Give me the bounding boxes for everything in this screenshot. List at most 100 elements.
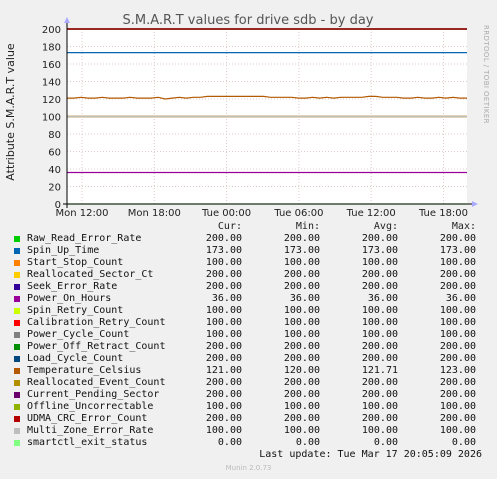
legend-min-value: 100.00 xyxy=(283,305,320,316)
legend-avg-value: 100.00 xyxy=(361,317,398,328)
legend-avg-value: 200.00 xyxy=(361,233,398,244)
legend-series-name: Seek_Error_Rate xyxy=(27,281,118,292)
legend-avg-value: 0.00 xyxy=(373,437,398,448)
legend-avg-value: 173.00 xyxy=(361,245,398,256)
legend-swatch xyxy=(14,404,20,410)
legend-swatch xyxy=(14,284,20,290)
y-tick-label: 0 xyxy=(55,200,61,211)
legend-header-max: Max: xyxy=(451,221,476,232)
legend-avg-value: 200.00 xyxy=(361,341,398,352)
y-tick-label: 200 xyxy=(42,25,61,36)
legend-min-value: 36.00 xyxy=(289,293,320,304)
last-update-text: Last update: Tue Mar 17 20:05:09 2026 xyxy=(259,449,482,460)
munin-version: Munin 2.0.73 xyxy=(225,464,272,472)
legend-row: Spin_Retry_Count 100.00 100.00 100.00 100.00 xyxy=(0,305,497,317)
legend-avg-value: 100.00 xyxy=(361,401,398,412)
legend-swatch xyxy=(14,248,20,254)
legend-cur-value: 100.00 xyxy=(205,425,242,436)
legend-min-value: 200.00 xyxy=(283,341,320,352)
legend-series-name: UDMA_CRC_Error_Count xyxy=(27,413,148,424)
legend-cur-value: 100.00 xyxy=(205,401,242,412)
legend-avg-value: 200.00 xyxy=(361,353,398,364)
legend-table: Cur: Min: Avg: Max: Raw_Read_Error_Rate 2… xyxy=(0,221,497,449)
legend-series-name: smartctl_exit_status xyxy=(27,437,148,448)
y-axis-label: Attribute S.M.A.R.T value xyxy=(4,43,17,181)
y-tick-label: 20 xyxy=(48,183,61,194)
legend-swatch xyxy=(14,308,20,314)
x-tick-label: Tue 00:00 xyxy=(201,208,251,219)
legend-cur-value: 200.00 xyxy=(205,269,242,280)
legend-row: Start_Stop_Count 100.00 100.00 100.00 100.00 xyxy=(0,257,497,269)
legend-cur-value: 100.00 xyxy=(205,257,242,268)
legend-series-name: Power_Off_Retract_Count xyxy=(27,341,166,352)
legend-row: Temperature_Celsius 121.00 120.00 121.71 123… xyxy=(0,365,497,377)
x-tick-label: Tue 12:00 xyxy=(346,208,396,219)
legend-max-value: 200.00 xyxy=(439,233,476,244)
legend-series-name: Reallocated_Event_Count xyxy=(27,377,166,388)
legend-cur-value: 200.00 xyxy=(205,353,242,364)
legend-row: Offline_Uncorrectable 100.00 100.00 100.00 1… xyxy=(0,401,497,413)
legend-max-value: 200.00 xyxy=(439,281,476,292)
legend-min-value: 200.00 xyxy=(283,353,320,364)
legend-series-name: Calibration_Retry_Count xyxy=(27,317,166,328)
legend-cur-value: 0.00 xyxy=(217,437,242,448)
legend-rows: Raw_Read_Error_Rate 200.00 200.00 200.00 200… xyxy=(0,233,497,449)
legend-cur-value: 200.00 xyxy=(205,341,242,352)
legend-cur-value: 100.00 xyxy=(205,317,242,328)
legend-series-name: Start_Stop_Count xyxy=(27,257,124,268)
legend-series-name: Offline_Uncorrectable xyxy=(27,401,154,412)
legend-min-value: 100.00 xyxy=(283,257,320,268)
legend-series-name: Power_Cycle_Count xyxy=(27,329,130,340)
legend-min-value: 200.00 xyxy=(283,281,320,292)
legend-series-name: Power_On_Hours xyxy=(27,293,112,304)
legend-cur-value: 200.00 xyxy=(205,389,242,400)
legend-max-value: 200.00 xyxy=(439,413,476,424)
legend-row: Spin_Up_Time 173.00 173.00 173.00 173.00 xyxy=(0,245,497,257)
legend-min-value: 100.00 xyxy=(283,401,320,412)
y-tick-label: 80 xyxy=(48,130,61,141)
legend-min-value: 100.00 xyxy=(283,329,320,340)
legend-max-value: 200.00 xyxy=(439,353,476,364)
legend-series-name: Multi_Zone_Error_Rate xyxy=(27,425,154,436)
legend-swatch xyxy=(14,356,20,362)
legend-cur-value: 100.00 xyxy=(205,305,242,316)
legend-swatch xyxy=(14,236,20,242)
legend-max-value: 200.00 xyxy=(439,269,476,280)
legend-series-name: Spin_Up_Time xyxy=(27,245,100,256)
legend-cur-value: 121.00 xyxy=(205,365,242,376)
legend-row: Power_Cycle_Count 100.00 100.00 100.00 100.0… xyxy=(0,329,497,341)
legend-row: Calibration_Retry_Count 100.00 100.00 100.0… xyxy=(0,317,497,329)
legend-row: Multi_Zone_Error_Rate 100.00 100.00 100.00 1… xyxy=(0,425,497,437)
legend-swatch xyxy=(14,296,20,302)
legend-swatch xyxy=(14,392,20,398)
legend-min-value: 200.00 xyxy=(283,269,320,280)
legend-min-value: 200.00 xyxy=(283,413,320,424)
legend-avg-value: 100.00 xyxy=(361,257,398,268)
legend-min-value: 100.00 xyxy=(283,317,320,328)
legend-avg-value: 200.00 xyxy=(361,413,398,424)
legend-row: Power_On_Hours 36.00 36.00 36.00 36.00 xyxy=(0,293,497,305)
legend-min-value: 120.00 xyxy=(283,365,320,376)
legend-cur-value: 36.00 xyxy=(211,293,242,304)
chart-title: S.M.A.R.T values for drive sdb - by day xyxy=(123,13,374,28)
legend-max-value: 200.00 xyxy=(439,389,476,400)
y-tick-label: 60 xyxy=(48,148,61,159)
legend-max-value: 100.00 xyxy=(439,329,476,340)
legend-row: UDMA_CRC_Error_Count 200.00 200.00 200.00 20… xyxy=(0,413,497,425)
legend-row: Reallocated_Sector_Ct 200.00 200.00 200.00 2… xyxy=(0,269,497,281)
legend-row: Power_Off_Retract_Count 200.00 200.00 200.0… xyxy=(0,341,497,353)
legend-min-value: 200.00 xyxy=(283,377,320,388)
legend-cur-value: 200.00 xyxy=(205,233,242,244)
legend-swatch xyxy=(14,344,20,350)
legend-avg-value: 121.71 xyxy=(361,365,398,376)
legend-header-min: Min: xyxy=(295,221,320,232)
legend-cur-value: 173.00 xyxy=(205,245,242,256)
legend-max-value: 0.00 xyxy=(451,437,476,448)
legend-swatch xyxy=(14,272,20,278)
legend-swatch xyxy=(14,332,20,338)
y-tick-label: 120 xyxy=(42,95,61,106)
legend-series-name: Current_Pending_Sector xyxy=(27,389,160,400)
legend-avg-value: 100.00 xyxy=(361,425,398,436)
legend-min-value: 200.00 xyxy=(283,233,320,244)
legend-swatch xyxy=(14,380,20,386)
